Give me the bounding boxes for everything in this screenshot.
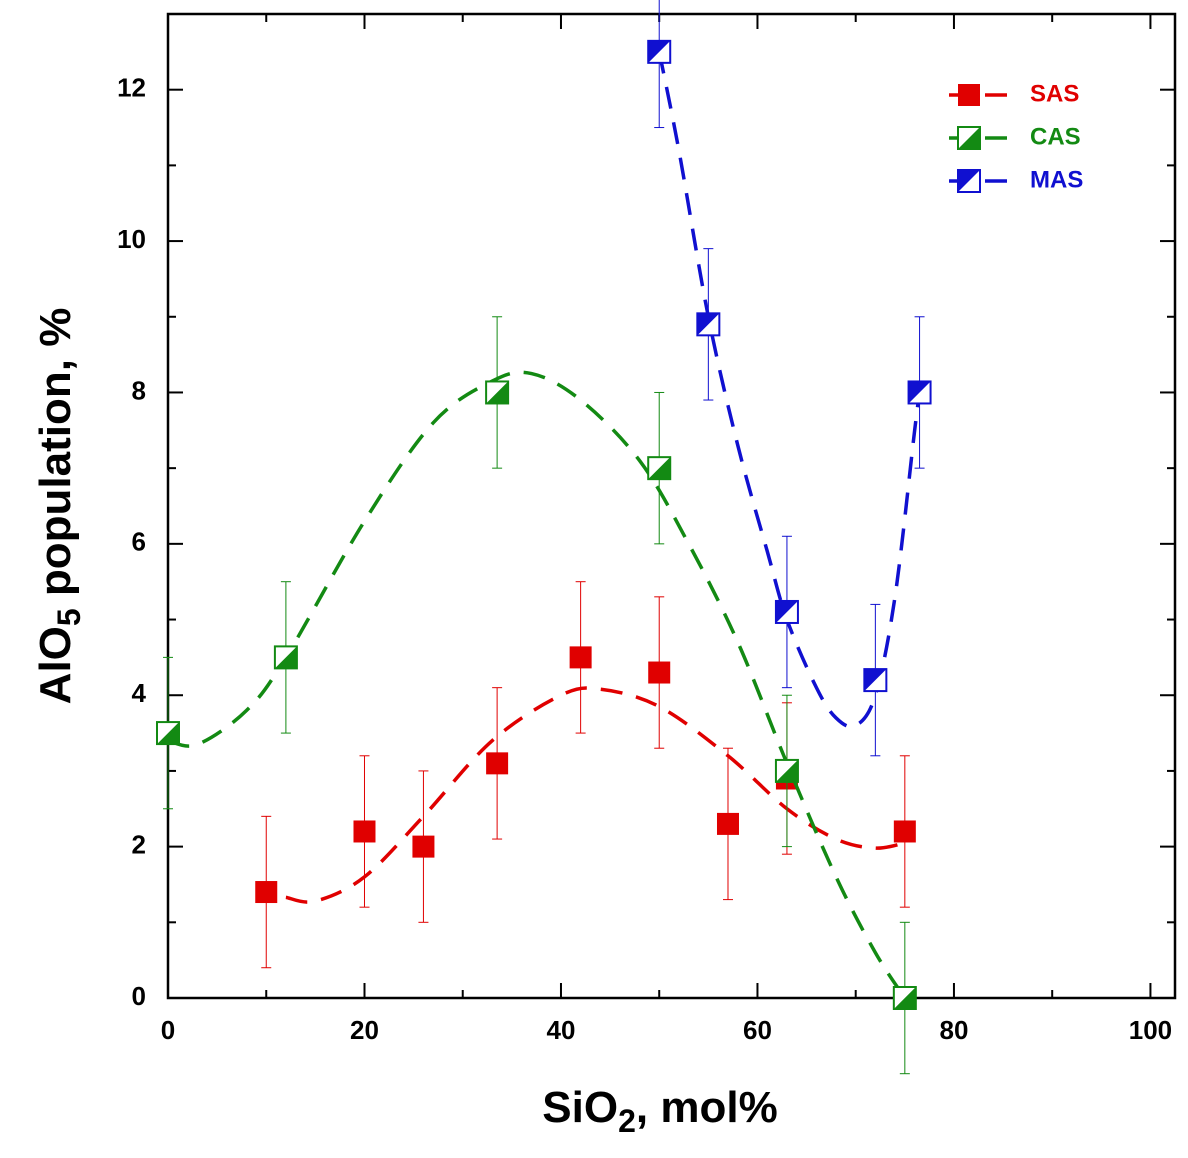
marker-half <box>697 313 720 336</box>
marker-half <box>958 127 980 149</box>
legend-marker <box>957 169 981 193</box>
data-point <box>774 599 799 624</box>
y-label-subscript: 5 <box>51 608 87 626</box>
marker-half <box>486 381 509 404</box>
data-point <box>647 456 672 481</box>
marker-half <box>648 457 671 480</box>
x-tick-label: 20 <box>350 1015 379 1045</box>
marker-half <box>775 759 798 782</box>
legend-entry: CAS <box>945 123 1081 150</box>
marker-half <box>908 381 931 404</box>
x-tick-label: 100 <box>1129 1015 1172 1045</box>
x-label-part: SiO <box>542 1083 618 1132</box>
data-point <box>353 820 376 843</box>
series-group <box>647 0 932 757</box>
legend-label: MAS <box>1030 166 1083 193</box>
y-tick-label: 4 <box>132 678 147 708</box>
legend-marker <box>957 126 981 150</box>
y-label-part: AlO <box>31 626 80 704</box>
x-tick-label: 60 <box>743 1015 772 1045</box>
data-point <box>774 758 799 783</box>
y-label-part: population, % <box>31 308 80 609</box>
fit-curve <box>167 370 907 999</box>
marker-half <box>958 170 980 192</box>
legend-label: CAS <box>1030 123 1081 150</box>
x-label-part: , mol% <box>636 1083 778 1132</box>
data-point <box>863 668 888 693</box>
y-tick-label: 2 <box>132 829 146 859</box>
y-axis-label: AlO5 population, % <box>31 308 88 705</box>
series-group <box>255 581 916 969</box>
data-point <box>412 835 435 858</box>
x-axis-label: SiO2, mol% <box>542 1083 777 1140</box>
x-tick-label: 40 <box>547 1015 576 1045</box>
marker-half <box>157 722 179 745</box>
plot-frame <box>166 12 1177 1000</box>
legend-marker <box>958 84 980 106</box>
legend-entry: MAS <box>945 166 1083 193</box>
marker-half <box>648 40 671 63</box>
data-point <box>273 645 298 670</box>
legend-entry: SAS <box>945 80 1079 107</box>
data-point <box>485 380 510 405</box>
y-tick-label: 8 <box>132 375 146 405</box>
data-point <box>156 721 180 746</box>
marker-half <box>893 987 916 1009</box>
marker-half <box>864 669 887 692</box>
data-point <box>255 881 278 904</box>
data-point <box>569 646 592 669</box>
fit-curve <box>285 686 906 904</box>
fit-curve <box>657 51 922 729</box>
marker-half <box>775 600 798 623</box>
data-point <box>696 312 721 337</box>
data-point <box>647 39 672 64</box>
y-tick-label: 0 <box>132 981 146 1011</box>
y-tick-label: 6 <box>132 527 146 557</box>
data-point <box>907 380 932 405</box>
data-point <box>486 752 509 775</box>
data-point <box>716 812 739 835</box>
legend-label: SAS <box>1030 80 1079 107</box>
x-tick-label: 0 <box>161 1015 175 1045</box>
y-tick-label: 12 <box>117 73 146 103</box>
series-group <box>156 316 917 1075</box>
data-point <box>893 820 916 843</box>
data-point <box>892 986 917 1010</box>
data-point <box>648 661 671 684</box>
marker-half <box>274 646 297 669</box>
x-tick-label: 80 <box>939 1015 968 1045</box>
x-label-subscript: 2 <box>618 1103 636 1139</box>
y-tick-label: 10 <box>117 224 146 254</box>
